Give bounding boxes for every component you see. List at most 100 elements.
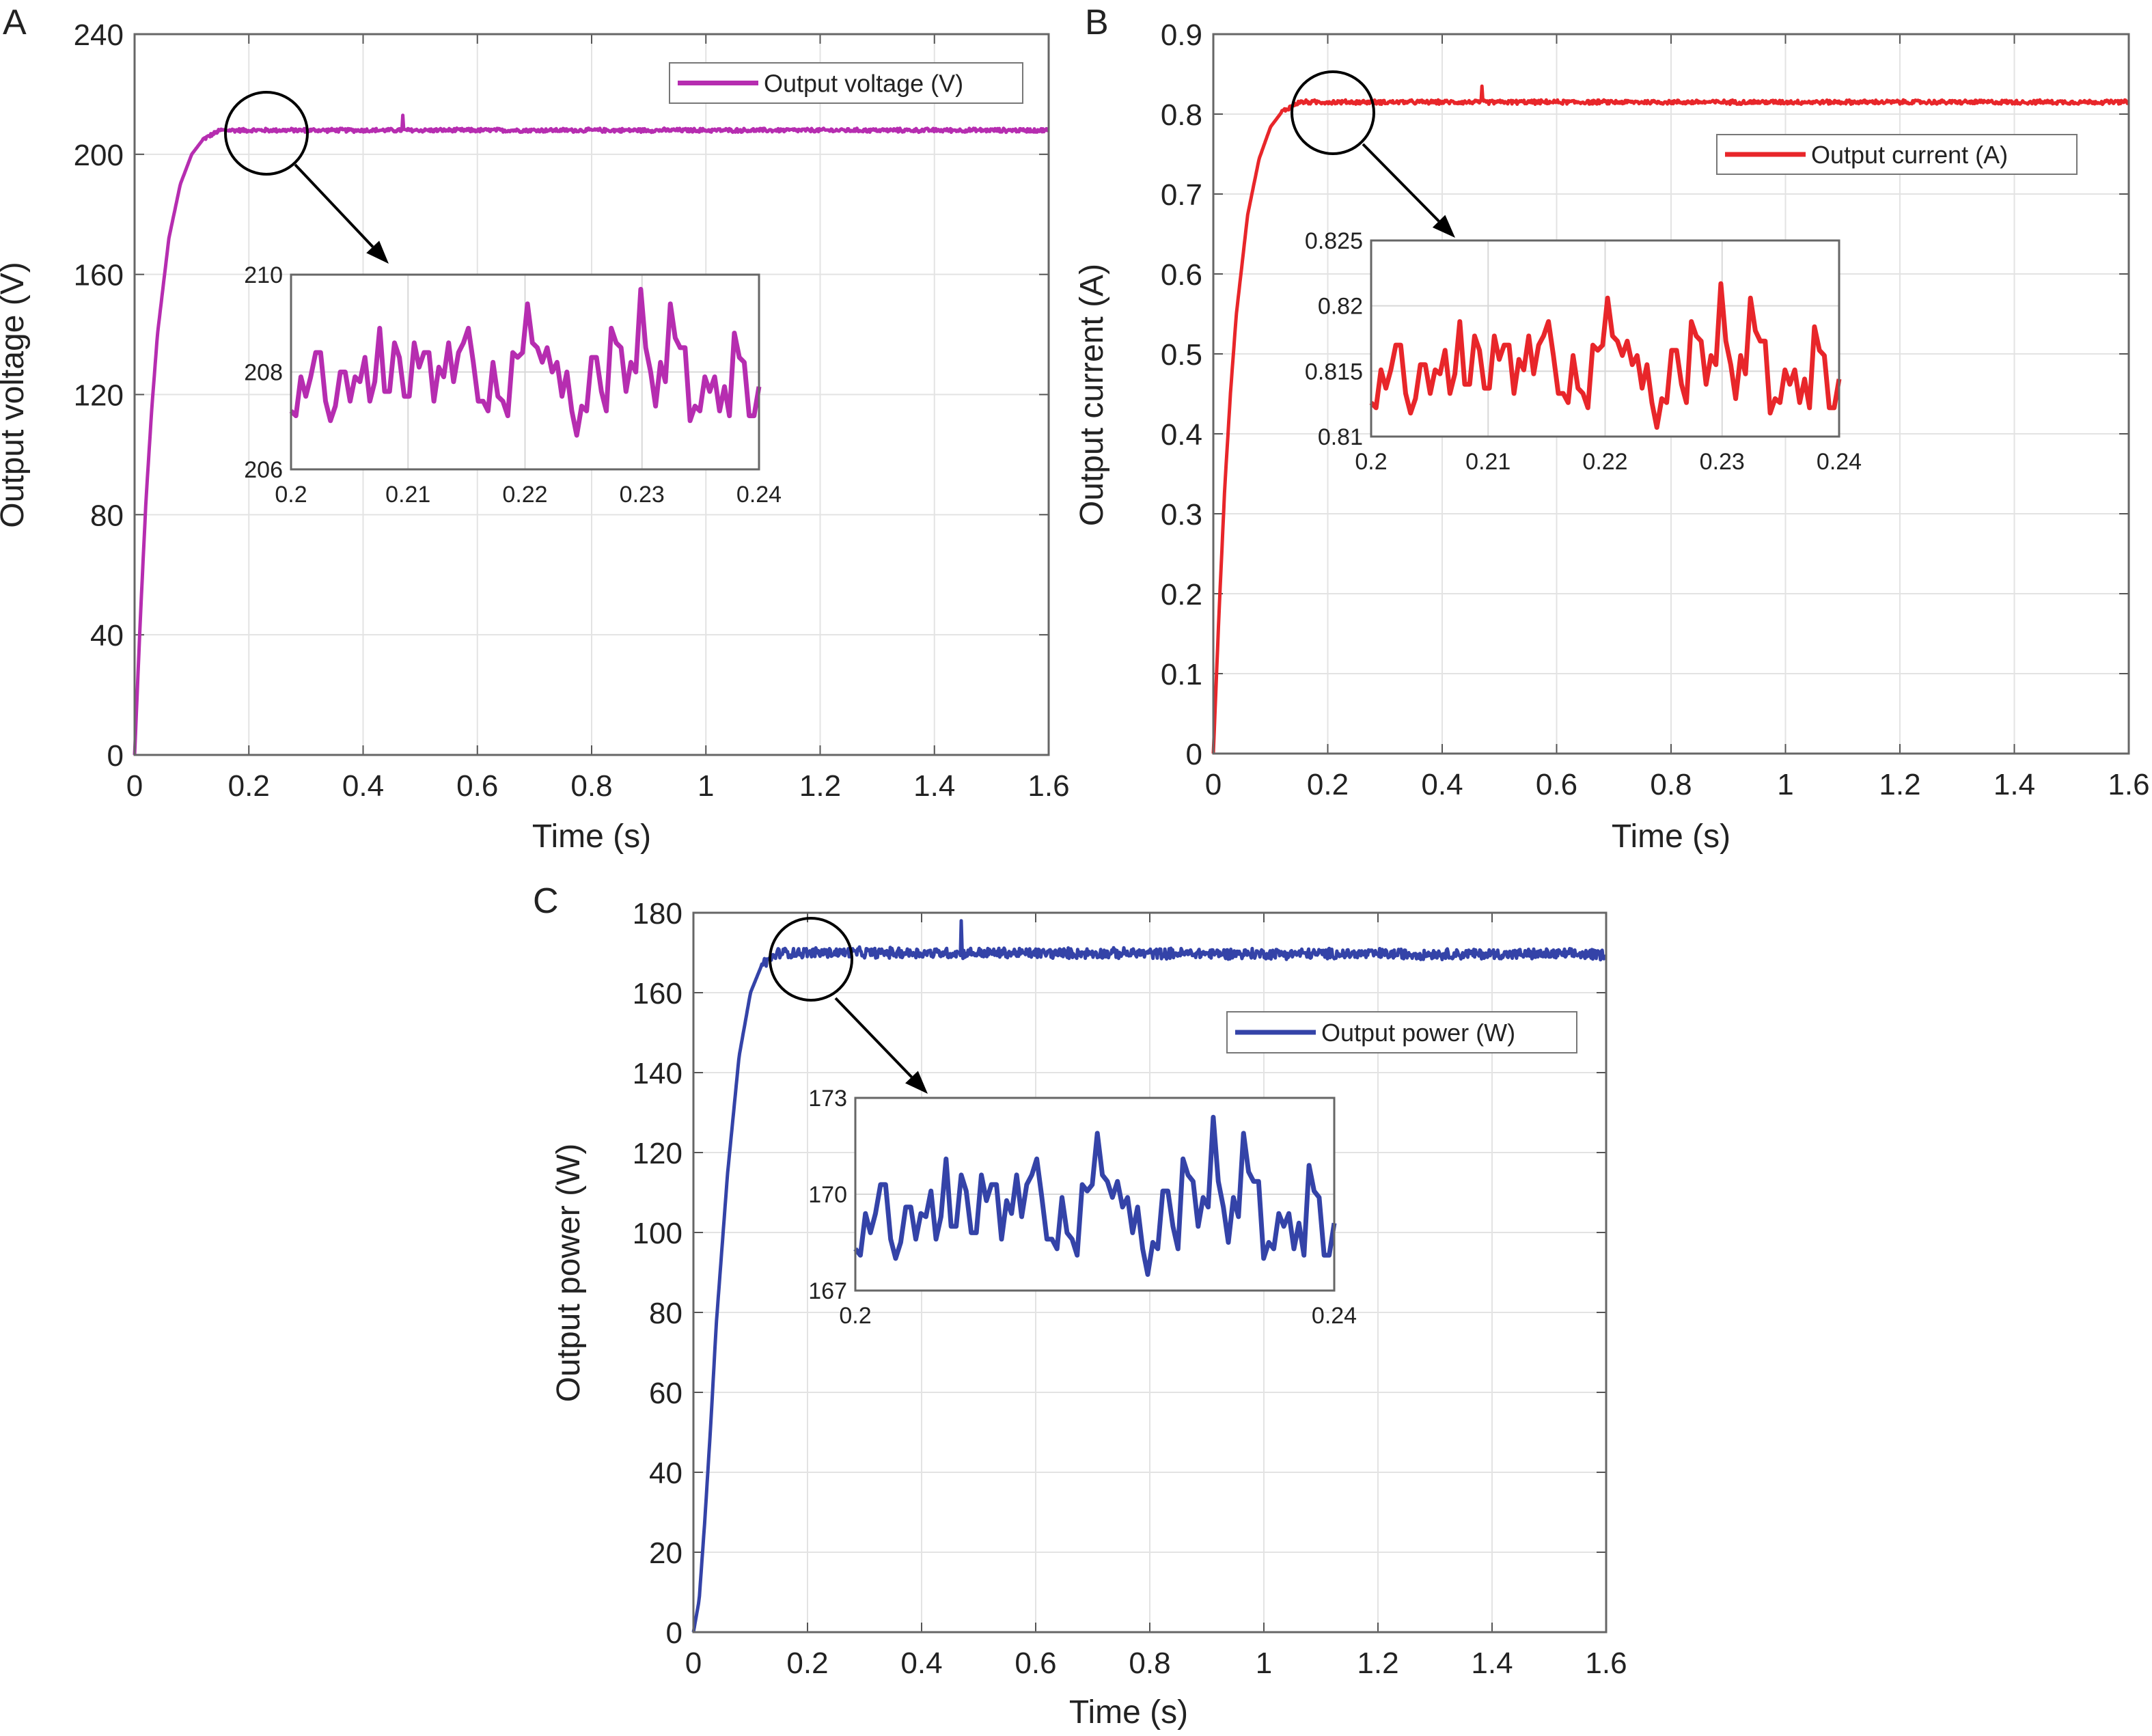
x-tick-label: 1.6: [1027, 769, 1069, 803]
x-tick-label: 0: [685, 1647, 702, 1680]
x-tick-label: 1.4: [1471, 1647, 1513, 1680]
panel-a-voltage-chart: 0 0.2 0.4 0.6 0.8 1 1.2 1.4 1.6 0 40 80 120 160 200 240…: [0, 3, 1070, 855]
zoom-arrow: [1362, 143, 1440, 223]
x-tick-label: 0: [1205, 768, 1222, 801]
inset-y-tick-label: 0.81: [1318, 424, 1363, 450]
data-line-output-voltage-v-: [133, 113, 1049, 756]
inset-axes-box: [854, 1097, 1336, 1292]
inset-y-tick-label: 0.815: [1305, 359, 1363, 385]
y-tick-label: 200: [74, 139, 124, 172]
x-tick-label: 0.2: [1307, 768, 1349, 801]
legend: Output current (A): [1716, 134, 2078, 175]
inset-x-tick-label: 0.24: [1817, 449, 1862, 475]
inset-data-line: [1369, 281, 1842, 430]
x-tick-label: 1.2: [799, 769, 841, 803]
x-tick-label: 1.2: [1357, 1647, 1398, 1680]
inset-x-tick-label: 0.2: [839, 1303, 871, 1329]
x-axis-label: Time (s): [1069, 1694, 1188, 1731]
y-tick-label: 40: [649, 1457, 682, 1490]
y-axis-label: Output current (A): [1074, 264, 1110, 526]
x-tick-label: 0.4: [342, 769, 384, 803]
y-tick-label: 140: [633, 1057, 682, 1090]
x-tick-label: 0.6: [1536, 768, 1577, 801]
legend-label: Output voltage (V): [764, 70, 963, 98]
panel-letter: A: [3, 3, 27, 42]
y-tick-label: 160: [633, 977, 682, 1010]
arrow-head-icon: [366, 240, 389, 264]
inset-x-tick-label: 0.2: [1355, 449, 1387, 475]
panel-c-power-chart: 0 0.2 0.4 0.6 0.8 1 1.2 1.4 1.6 0 20 40 60 80 100 120 14…: [533, 881, 1627, 1731]
x-tick-label: 1.6: [2108, 768, 2149, 801]
inset-y-tick-label: 167: [808, 1278, 847, 1304]
axes-box: [692, 911, 1608, 1634]
y-tick-label: 0.5: [1161, 338, 1202, 372]
y-tick-label: 120: [74, 379, 124, 413]
inset-y-tick-label: 173: [808, 1086, 847, 1112]
legend-box: [1226, 1011, 1577, 1053]
inset-y-tick-label: 0.825: [1305, 228, 1363, 254]
y-tick-label: 180: [633, 897, 682, 931]
inset-data-line: [289, 286, 762, 438]
inset-x-tick-label: 0.22: [1582, 449, 1627, 475]
y-tick-label: 0.9: [1161, 18, 1202, 52]
x-tick-label: 1.2: [1879, 768, 1920, 801]
zoom-arrow: [294, 163, 374, 248]
inset-x-tick-label: 0.22: [502, 482, 547, 508]
y-tick-label: 240: [74, 18, 124, 52]
y-tick-label: 0: [666, 1616, 682, 1650]
y-tick-label: 0.4: [1161, 418, 1202, 452]
arrow-head-icon: [905, 1071, 928, 1094]
x-tick-label: 0.6: [456, 769, 498, 803]
y-tick-label: 0.3: [1161, 498, 1202, 532]
y-tick-label: 0.2: [1161, 578, 1202, 611]
x-tick-label: 1: [1777, 768, 1793, 801]
y-tick-label: 60: [649, 1377, 682, 1410]
axes-box: [133, 33, 1050, 756]
inset-x-tick-label: 0.24: [1312, 1303, 1357, 1329]
inset-y-tick-label: 210: [244, 262, 283, 288]
inset-axes-box: [1370, 239, 1840, 438]
y-tick-label: 40: [90, 619, 124, 652]
x-tick-label: 0.2: [228, 769, 270, 803]
panel-letter: B: [1085, 3, 1109, 42]
y-tick-label: 160: [74, 259, 124, 292]
x-tick-label: 0.4: [900, 1647, 942, 1680]
inset-data-line: [853, 1114, 1337, 1277]
inset-zoom-chart: 0.2 0.21 0.22 0.23 0.24 206 208 210: [244, 262, 782, 508]
inset-x-tick-label: 0.23: [620, 482, 665, 508]
x-tick-label: 1: [1256, 1647, 1272, 1680]
axes-box: [1212, 33, 2130, 755]
y-tick-label: 0.7: [1161, 178, 1202, 212]
y-axis-label: Output power (W): [551, 1144, 587, 1403]
x-tick-label: 0.4: [1421, 768, 1463, 801]
legend-label: Output current (A): [1811, 141, 2008, 169]
y-tick-label: 80: [649, 1297, 682, 1330]
inset-y-tick-label: 206: [244, 457, 283, 483]
inset-y-tick-label: 0.82: [1318, 294, 1363, 320]
zoom-circle: [224, 91, 309, 176]
y-tick-label: 80: [90, 499, 124, 532]
inset-axes-box: [290, 273, 760, 471]
inset-x-tick-label: 0.23: [1700, 449, 1745, 475]
x-tick-label: 1.6: [1585, 1647, 1627, 1680]
data-line-output-power-w-: [691, 919, 1607, 1633]
y-tick-label: 0.1: [1161, 658, 1202, 691]
inset-zoom-chart: 0.2 0.24 167 170 173: [808, 1086, 1357, 1329]
inset-zoom-chart: 0.2 0.21 0.22 0.23 0.24 0.81 0.815 0.82 0.825: [1305, 228, 1862, 475]
zoom-arrow: [834, 997, 913, 1078]
x-axis-label: Time (s): [1612, 818, 1730, 855]
inset-x-tick-label: 0.2: [275, 482, 307, 508]
y-tick-label: 0: [1186, 738, 1202, 771]
arrow-head-icon: [1432, 215, 1455, 238]
y-tick-label: 20: [649, 1537, 682, 1570]
panel-letter: C: [533, 881, 559, 921]
y-tick-label: 120: [633, 1137, 682, 1170]
x-tick-label: 0.8: [570, 769, 612, 803]
x-tick-label: 0.2: [786, 1647, 828, 1680]
inset-x-tick-label: 0.21: [1465, 449, 1510, 475]
data-line-output-current-a-: [1211, 84, 2129, 754]
legend: Output voltage (V): [669, 62, 1023, 104]
y-tick-label: 0: [107, 739, 124, 773]
y-tick-label: 0.8: [1161, 98, 1202, 132]
